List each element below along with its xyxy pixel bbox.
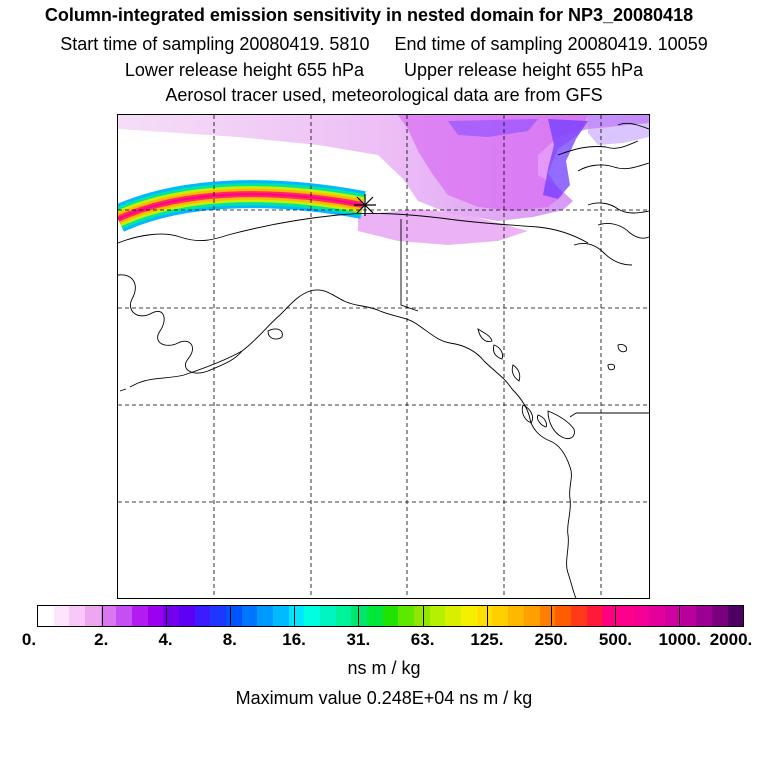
colorbar-cell [147, 606, 164, 626]
colorbar-cell [649, 606, 665, 626]
plume-field [118, 115, 649, 245]
colorbar-cell [85, 606, 101, 626]
colorbar-cell [179, 606, 195, 626]
colorbar-divider [614, 606, 616, 626]
colorbar-cell [257, 606, 274, 626]
colorbar-divider [294, 606, 296, 626]
colorbar [37, 605, 744, 627]
colorbar-cell [523, 606, 540, 626]
colorbar-tick-label: 2. [94, 630, 109, 649]
colorbar-tick-label: 4. [158, 630, 173, 649]
colorbar-cell [617, 606, 634, 626]
plume-blue-streak [543, 119, 588, 199]
colorbar-divider [422, 606, 424, 626]
colorbar-cell [539, 606, 556, 626]
colorbar-tick-label: 1000. [658, 630, 701, 649]
colorbar-cell [288, 606, 305, 626]
colorbar-divider [358, 606, 360, 626]
colorbar-tick-label: 16. [282, 630, 306, 649]
start-time: Start time of sampling 20080419. 5810 [60, 34, 370, 54]
colorbar-tick-label: 2000. [709, 630, 753, 649]
colorbar-tick-label: 0. [21, 630, 37, 649]
plume-right-edge [588, 115, 649, 145]
colorbar-cell [304, 606, 321, 626]
colorbar-divider [678, 606, 680, 626]
colorbar-cell [445, 606, 462, 626]
colorbar-cell [664, 606, 681, 626]
colorbar-cell [696, 606, 712, 626]
colorbar-cell [398, 606, 415, 626]
colorbar-cell [241, 606, 258, 626]
colorbar-cell [53, 606, 70, 626]
release-point-marker [354, 194, 376, 216]
sampling-times: Start time of sampling 20080419. 5810 En… [0, 34, 768, 55]
plume-blue-streak-2 [448, 119, 538, 137]
colorbar-cell [492, 606, 509, 626]
end-time: End time of sampling 20080419. 10059 [394, 34, 708, 54]
colorbar-divider [102, 606, 104, 626]
tracer-info: Aerosol tracer used, meteorological data… [165, 85, 603, 105]
colorbar-units: ns m / kg [347, 658, 421, 678]
colorbar-cell [586, 606, 603, 626]
colorbar-cell [163, 606, 180, 626]
colorbar-cell [555, 606, 571, 626]
high-sensitivity-band [118, 180, 366, 232]
colorbar-tick-label: 250. [534, 630, 568, 649]
colorbar-cell [226, 606, 242, 626]
colorbar-cell [727, 606, 744, 626]
map-grid [118, 115, 649, 598]
colorbar-cell [382, 606, 399, 626]
colorbar-tick-label: 500. [598, 630, 632, 649]
colorbar-cell [680, 606, 697, 626]
colorbar-cell [69, 606, 86, 626]
colorbar-tick-label: 63. [410, 630, 435, 649]
colorbar-cell [132, 606, 148, 626]
colorbar-cell [461, 606, 477, 626]
colorbar-cell [116, 606, 133, 626]
map-canvas [118, 115, 649, 598]
colorbar-cell [210, 606, 227, 626]
plume-lower-lobe [358, 209, 528, 245]
colorbar-cell [414, 606, 430, 626]
plot-title: Column-integrated emission sensitivity i… [44, 5, 694, 25]
colorbar-cell [273, 606, 289, 626]
colorbar-divider [550, 606, 552, 626]
colorbar-cell [38, 606, 54, 626]
colorbar-cell [367, 606, 383, 626]
colorbar-ticks: 0. 2. 4. 8. 16. 31. 63. 125. 250. 500. 1000. 2000. [0, 630, 768, 652]
colorbar-cell [570, 606, 587, 626]
plume-core [398, 115, 588, 211]
colorbar-divider [230, 606, 232, 626]
lower-release-height: Lower release height 655 hPa [124, 60, 364, 80]
colorbar-cell [711, 606, 728, 626]
colorbar-cell [100, 606, 117, 626]
colorbar-cell [602, 606, 618, 626]
colorbar-cell [320, 606, 336, 626]
colorbar-cell [508, 606, 524, 626]
colorbar-tick-label: 125. [470, 630, 504, 649]
coastlines [118, 122, 649, 598]
colorbar-cell [429, 606, 446, 626]
borders [400, 219, 649, 418]
colorbar-tick-label: 8. [222, 630, 237, 649]
colorbar-cell [194, 606, 211, 626]
colorbar-divider [166, 606, 168, 626]
colorbar-cell [633, 606, 650, 626]
upper-release-height: Upper release height 655 hPa [404, 60, 644, 80]
colorbar-cell [335, 606, 352, 626]
map-panel [117, 114, 650, 599]
maximum-value: Maximum value 0.248E+04 ns m / kg [235, 688, 533, 708]
release-heights: Lower release height 655 hPa Upper relea… [0, 60, 768, 81]
colorbar-divider [486, 606, 488, 626]
colorbar-tick-label: 31. [346, 630, 371, 649]
colorbar-cell [476, 606, 493, 626]
